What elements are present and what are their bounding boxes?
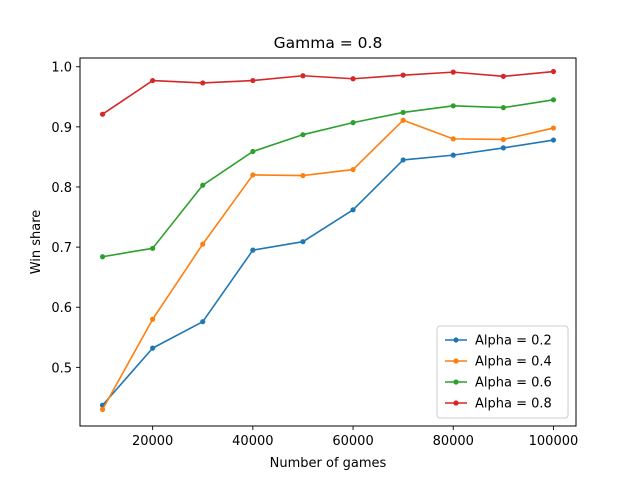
plot-area-frame — [79, 57, 577, 427]
y-tick-label: 0.9 — [51, 121, 72, 136]
series-layer — [99, 68, 557, 413]
series-1 — [99, 137, 557, 408]
series-4 — [99, 68, 557, 117]
data-point — [400, 109, 406, 116]
data-point — [400, 72, 406, 78]
data-point — [500, 145, 506, 151]
data-point — [250, 148, 256, 155]
data-point — [450, 69, 456, 75]
data-point — [350, 76, 356, 82]
x-tick-label: 60000 — [332, 434, 373, 449]
legend-entry: Alpha = 0.4 — [445, 355, 552, 370]
data-point — [150, 316, 156, 322]
x-tick-label: 80000 — [433, 434, 474, 449]
data-point — [550, 125, 557, 131]
legend-marker — [453, 400, 459, 406]
data-point — [400, 157, 406, 163]
data-point — [550, 68, 557, 75]
y-tick-label: 1.0 — [51, 61, 72, 76]
data-point — [350, 166, 356, 173]
data-point — [350, 120, 356, 126]
data-point — [200, 80, 206, 86]
legend-label: Alpha = 0.8 — [475, 397, 552, 412]
y-tick-label: 0.8 — [51, 181, 72, 196]
chart-title: Gamma = 0.8 — [274, 34, 383, 52]
data-point — [250, 77, 256, 84]
data-point — [250, 172, 256, 178]
data-point — [300, 239, 306, 245]
legend-label: Alpha = 0.4 — [475, 355, 552, 370]
series-line — [102, 70, 554, 115]
data-point — [550, 137, 557, 143]
data-point — [500, 73, 506, 79]
legend: Alpha = 0.2 Alpha = 0.4 Alpha = 0.6 Alpha =… — [436, 325, 569, 419]
data-point — [200, 182, 206, 188]
ticks-layer: 20000 40000 60000 80000 100000 0.5 0.6 0.7 0.8 0.… — [51, 61, 578, 449]
legend-marker — [453, 337, 459, 343]
data-point — [300, 172, 306, 179]
series-line — [101, 139, 554, 406]
data-point — [300, 132, 306, 138]
data-point — [350, 207, 356, 213]
data-point — [250, 247, 256, 253]
legend-label: Alpha = 0.6 — [475, 376, 552, 391]
data-point — [500, 105, 506, 111]
legend-marker — [453, 358, 459, 364]
x-axis-label: Number of games — [270, 456, 387, 471]
data-point — [150, 245, 156, 251]
legend-label: Alpha = 0.2 — [475, 334, 552, 349]
series-line — [102, 98, 554, 258]
data-point — [200, 319, 206, 325]
series-2 — [99, 117, 557, 413]
legend-marker — [453, 379, 459, 385]
y-tick-label: 0.5 — [51, 361, 72, 376]
data-point — [550, 97, 557, 103]
series-3 — [99, 97, 557, 260]
x-tick-label: 20000 — [132, 434, 173, 449]
data-point — [450, 152, 456, 158]
y-tick-label: 0.7 — [51, 241, 72, 256]
x-tick-label: 100000 — [529, 434, 579, 449]
data-point — [150, 345, 156, 351]
legend-box — [436, 325, 569, 419]
data-point — [99, 111, 106, 117]
y-tick-label: 0.6 — [51, 301, 72, 316]
data-point — [500, 136, 506, 143]
data-point — [400, 117, 406, 123]
data-point — [99, 254, 106, 260]
x-tick-label: 40000 — [232, 434, 273, 449]
data-point — [450, 136, 456, 142]
data-point — [99, 406, 106, 413]
legend-entry: Alpha = 0.2 — [445, 334, 552, 349]
data-point — [450, 103, 456, 109]
data-point — [200, 241, 206, 247]
y-axis-label: Win share — [29, 210, 44, 275]
series-line — [101, 119, 554, 410]
data-point — [300, 73, 306, 79]
legend-entry: Alpha = 0.8 — [445, 397, 552, 412]
legend-entry: Alpha = 0.6 — [445, 376, 552, 391]
data-point — [150, 77, 156, 84]
